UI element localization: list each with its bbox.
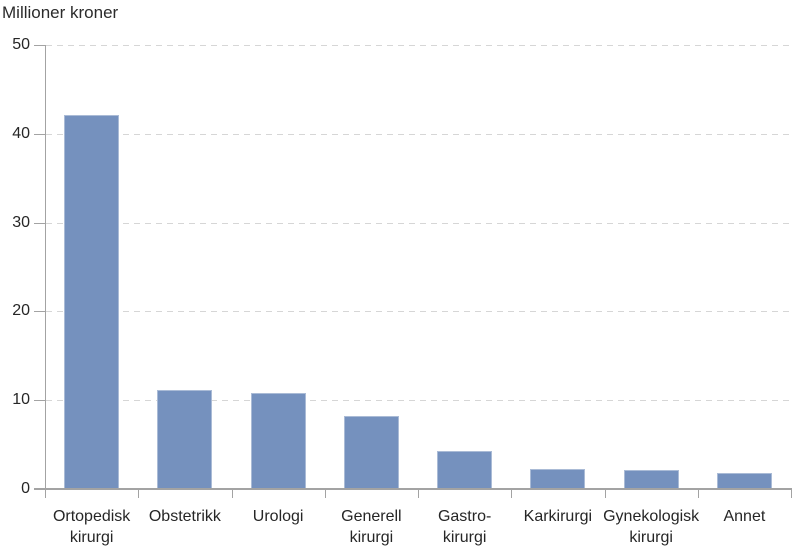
x-tick-mark bbox=[324, 490, 326, 498]
bar bbox=[716, 473, 772, 489]
x-axis-line bbox=[34, 488, 792, 490]
x-tick-mark bbox=[604, 490, 606, 498]
x-category-label: Generell kirurgi bbox=[341, 508, 402, 546]
y-axis-line bbox=[45, 45, 46, 489]
y-tick-mark bbox=[34, 400, 45, 402]
y-tick-mark bbox=[34, 45, 45, 46]
x-tick-mark bbox=[45, 490, 46, 498]
x-tick-mark bbox=[791, 490, 792, 498]
x-category-label: Karkirurgi bbox=[523, 508, 593, 525]
bar bbox=[623, 470, 679, 489]
x-category-label: Ortopedisk kirurgi bbox=[52, 508, 131, 546]
bar bbox=[530, 469, 586, 489]
y-tick-label: 30 bbox=[12, 213, 30, 231]
x-category-label: Urologi bbox=[252, 508, 304, 525]
x-tick-mark bbox=[511, 490, 513, 498]
y-tick-label: 50 bbox=[12, 36, 30, 53]
chart-title: Millioner kroner bbox=[2, 3, 119, 22]
x-tick-mark bbox=[418, 490, 419, 498]
x-category-label: Obstetrikk bbox=[148, 508, 221, 525]
x-tick-mark bbox=[138, 490, 140, 498]
y-tick-mark bbox=[34, 311, 45, 313]
gridline bbox=[46, 45, 792, 46]
bar bbox=[64, 115, 120, 489]
y-tick-label: 40 bbox=[12, 124, 30, 142]
gridline bbox=[46, 311, 792, 313]
gridline bbox=[46, 400, 792, 402]
y-tick-label: 0 bbox=[21, 480, 30, 497]
gridline bbox=[46, 133, 792, 135]
x-category-label: Gynekologisk kirurgi bbox=[603, 508, 700, 546]
x-tick-mark bbox=[231, 490, 233, 498]
y-tick-label: 10 bbox=[12, 391, 30, 409]
y-tick-mark bbox=[34, 133, 45, 135]
bar bbox=[343, 416, 399, 489]
x-category-label: Gastro- kirurgi bbox=[437, 508, 492, 546]
y-tick-mark bbox=[34, 222, 45, 224]
x-tick-mark bbox=[697, 490, 699, 498]
x-category-label: Annet bbox=[723, 508, 766, 525]
bar bbox=[157, 389, 213, 489]
bar bbox=[437, 450, 493, 489]
bar bbox=[250, 393, 306, 489]
y-tick-label: 20 bbox=[12, 302, 30, 320]
gridline bbox=[46, 222, 792, 224]
